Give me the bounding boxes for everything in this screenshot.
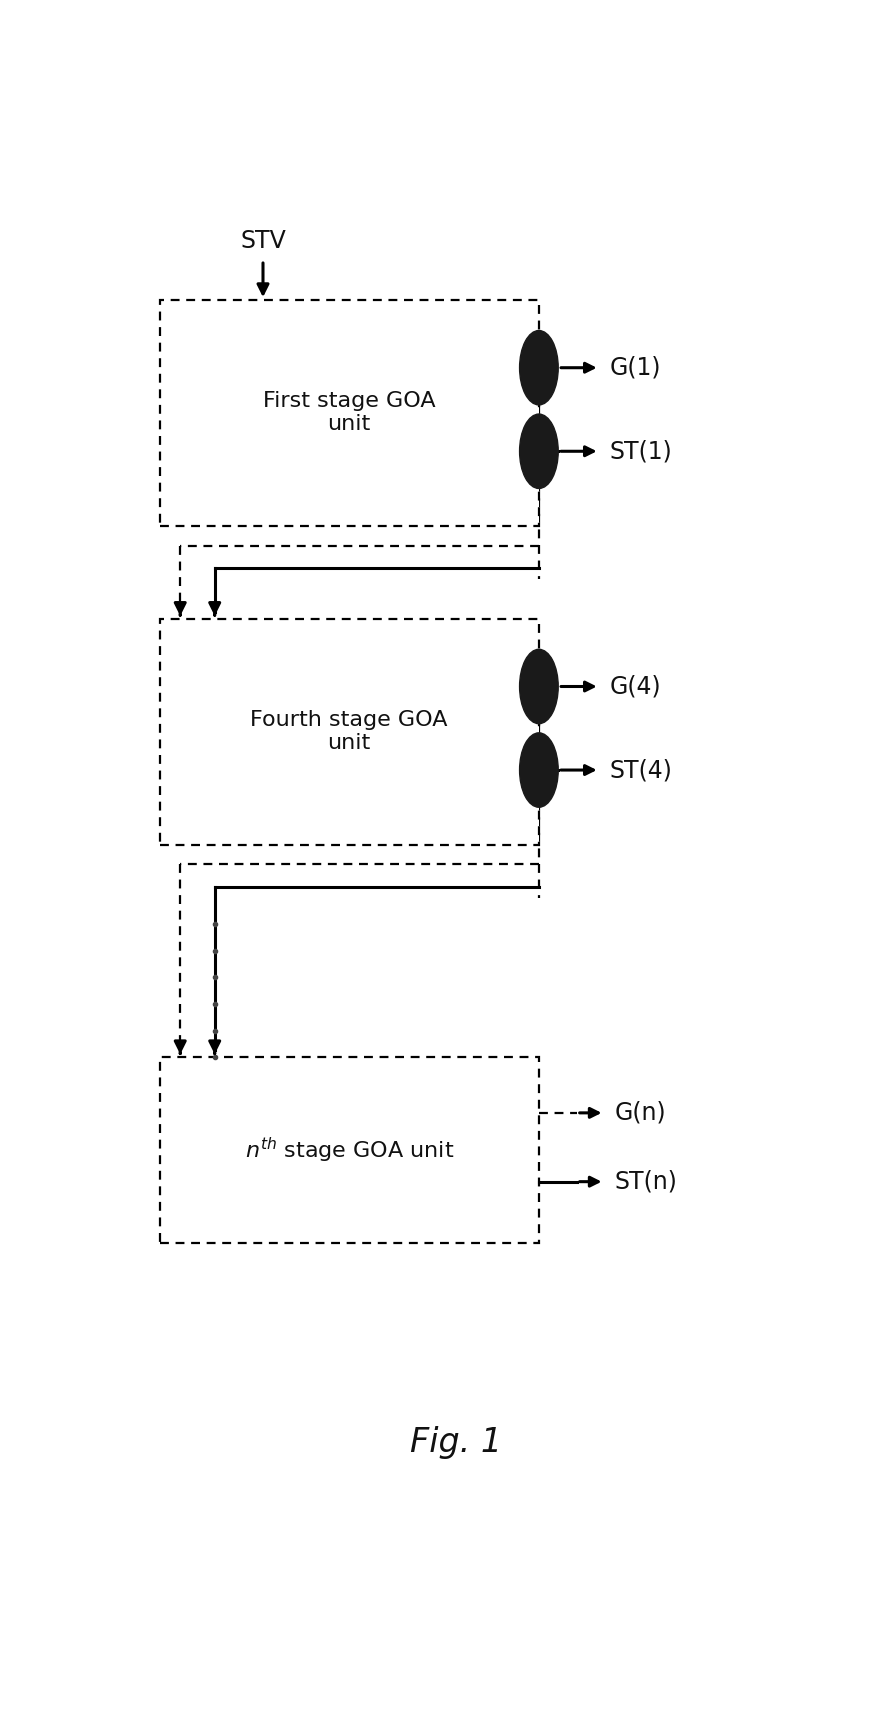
Text: $n^{th}$ stage GOA unit: $n^{th}$ stage GOA unit — [245, 1135, 454, 1164]
Text: G(1): G(1) — [610, 355, 661, 380]
Text: STV: STV — [240, 229, 286, 254]
Circle shape — [520, 414, 558, 488]
Text: ST(n): ST(n) — [615, 1170, 677, 1194]
FancyBboxPatch shape — [159, 619, 539, 845]
Text: Fig. 1: Fig. 1 — [410, 1427, 502, 1459]
Text: ST(1): ST(1) — [610, 440, 673, 464]
Text: G(n): G(n) — [615, 1101, 667, 1125]
Text: Fourth stage GOA
unit: Fourth stage GOA unit — [250, 711, 448, 754]
Text: ST(4): ST(4) — [610, 757, 673, 781]
FancyBboxPatch shape — [159, 300, 539, 526]
Text: First stage GOA
unit: First stage GOA unit — [263, 392, 435, 435]
FancyBboxPatch shape — [159, 1057, 539, 1244]
Circle shape — [520, 733, 558, 807]
Circle shape — [520, 331, 558, 405]
Circle shape — [520, 649, 558, 724]
Text: G(4): G(4) — [610, 674, 661, 699]
